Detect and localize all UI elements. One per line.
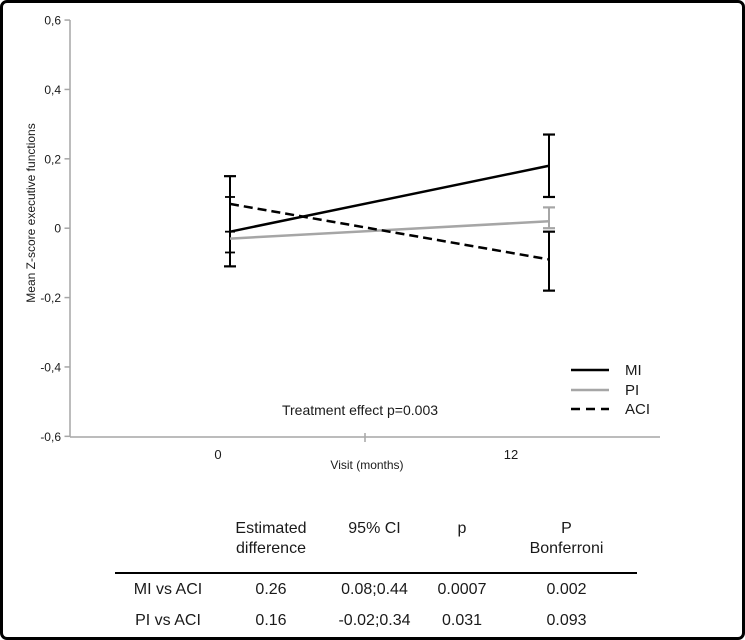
x-axis-title: Visit (months) (330, 458, 403, 472)
ci-95: 0.08;0.44 (341, 580, 408, 598)
p-bonferroni-value: 0.002 (546, 580, 587, 598)
line-chart: 0,6 0,4 0,2 0 -0,2 -0,4 -0,6 0 12 Mean Z-score … (24, 14, 660, 472)
series-line-aci (229, 202, 550, 261)
y-tick-label: -0,4 (40, 360, 61, 374)
table-row-pi-vs-aci: PI vs ACI 0.16 -0.02;0.34 0.031 0.093 (115, 605, 637, 636)
plot-series (224, 133, 555, 292)
row-label: MI vs ACI (133, 580, 203, 598)
p-bonferroni-value: 0.093 (546, 611, 587, 629)
legend-label-aci: ACI (625, 401, 650, 418)
table-header-p-bonferroni: P Bonferroni (529, 520, 604, 557)
stats-table-header-row: Estimated difference 95% CI p P Bonferro… (115, 515, 637, 574)
y-tick-label: 0,4 (44, 83, 61, 97)
treatment-effect-annotation: Treatment effect p=0.003 (282, 402, 438, 418)
legend-label-pi: PI (625, 382, 639, 399)
baseline-errorbar (224, 175, 236, 268)
legend-line-samples (571, 368, 609, 411)
p-value: 0.031 (441, 611, 483, 629)
estimated-diff: 0.16 (255, 611, 287, 629)
table-row-mi-vs-aci: MI vs ACI 0.26 0.08;0.44 0.0007 0.002 (115, 574, 637, 605)
table-header-estimated-difference: Estimated difference (235, 520, 307, 557)
row-label: PI vs ACI (135, 611, 201, 629)
errorbar-12-aci (543, 230, 555, 292)
estimated-diff: 0.26 (255, 580, 287, 598)
table-header-p: p (457, 520, 467, 537)
y-tick-label: 0,6 (44, 14, 61, 28)
y-axis-title: Mean Z-score executive functions (24, 123, 38, 302)
y-tick-label: 0 (54, 222, 61, 236)
legend-label-mi: MI (625, 362, 642, 379)
x-tick-label: 0 (214, 447, 221, 462)
x-axis-tick-labels: 0 12 (214, 447, 518, 462)
legend: MI PI ACI (571, 362, 650, 418)
series-line-pi (229, 220, 550, 240)
y-tick-label: -0,6 (40, 430, 61, 444)
ci-95: -0.02;0.34 (338, 611, 411, 629)
y-axis-ticks: 0,6 0,4 0,2 0 -0,2 -0,4 -0,6 (40, 14, 70, 444)
p-value: 0.0007 (437, 580, 487, 598)
y-tick-label: 0,2 (44, 152, 61, 166)
y-tick-label: -0,2 (40, 291, 61, 305)
x-tick-label: 12 (504, 447, 518, 462)
stats-table: Estimated difference 95% CI p P Bonferro… (115, 515, 637, 636)
series-line-mi (229, 164, 550, 233)
errorbar-12-pi (543, 206, 555, 230)
table-header-95ci: 95% CI (348, 520, 401, 537)
